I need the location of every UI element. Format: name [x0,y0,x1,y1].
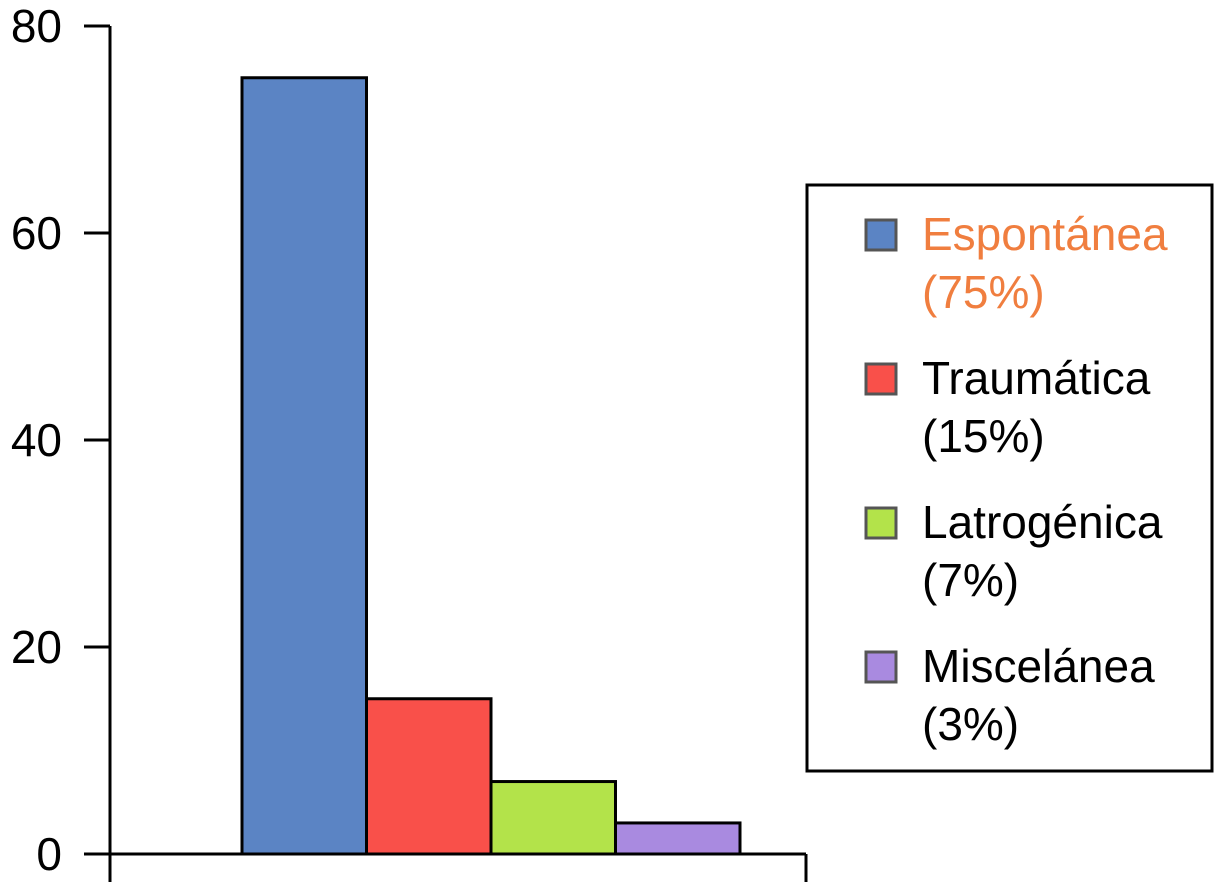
y-tick-label-0: 0 [36,828,62,880]
legend-swatch-1 [864,218,898,252]
bar-2 [365,697,493,856]
bar-1 [240,76,368,856]
legend: Espontánea (75%) Traumática (15%) Latrogénic… [805,183,1214,773]
axes-group: 0 20 40 60 80 [11,0,808,882]
bars-group [240,76,742,856]
legend-pct-2: (15%) [922,410,1045,462]
y-tick-label-40: 40 [11,414,62,466]
legend-pct-4: (3%) [922,698,1019,750]
y-tick-label-60: 60 [11,207,62,259]
legend-label-2: Traumática [922,352,1151,404]
legend-swatch-3 [864,506,898,540]
legend-pct-1: (75%) [922,266,1045,318]
legend-swatch-4 [864,650,898,684]
legend-label-4: Miscelánea [922,640,1155,692]
legend-swatch-2 [864,362,898,396]
bar-4 [614,821,742,856]
y-tick-label-20: 20 [11,621,62,673]
legend-pct-3: (7%) [922,554,1019,606]
y-tick-label-80: 80 [11,0,62,52]
legend-label-3: Latrogénica [922,496,1163,548]
legend-label-1: Espontánea [922,208,1168,260]
bar-3 [489,780,617,856]
